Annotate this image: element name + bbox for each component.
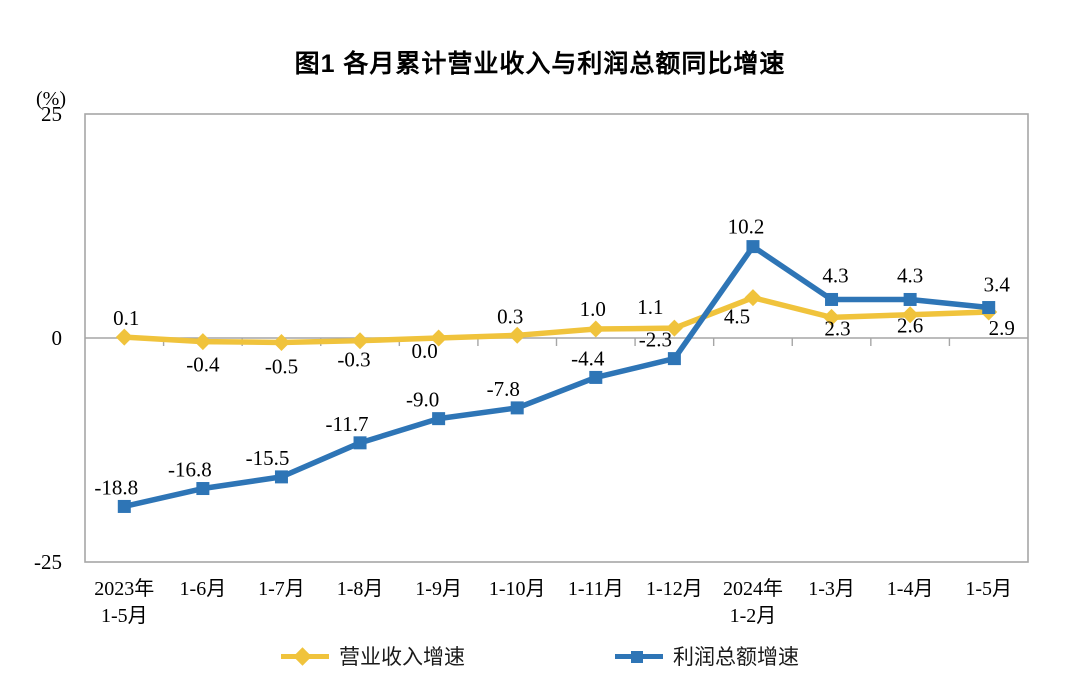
y-axis-tick-label: 0: [52, 326, 63, 350]
data-label: -11.7: [326, 412, 369, 436]
chart-title: 图1 各月累计营业收入与利润总额同比增速: [294, 50, 786, 78]
data-label: -4.4: [571, 346, 605, 370]
data-label: 1.1: [637, 295, 663, 319]
x-axis-tick-label: 1-9月: [415, 578, 462, 600]
data-label: 3.4: [984, 273, 1011, 297]
x-axis-tick-label: 1-7月: [258, 578, 305, 600]
data-point-marker: [665, 319, 683, 337]
data-point-marker: [982, 301, 996, 315]
data-point-marker: [430, 329, 448, 347]
data-label: -0.5: [265, 354, 298, 378]
data-label: -9.0: [406, 388, 439, 412]
data-point-marker: [825, 292, 839, 306]
data-point-marker: [353, 436, 367, 450]
y-axis-unit-label: (%): [36, 88, 66, 110]
data-label: -0.4: [186, 353, 220, 377]
profit-series-swatch: [615, 648, 663, 665]
data-label: 2.3: [824, 316, 850, 340]
data-label: -16.8: [168, 458, 212, 482]
legend-label-profit: 利润总额增速: [673, 645, 799, 669]
x-axis-tick-label: 1-2月: [730, 605, 777, 627]
series-line-1: [121, 243, 992, 510]
data-label: -15.5: [246, 446, 290, 470]
x-axis-tick-label: 2023年: [94, 577, 154, 600]
data-label: 0.1: [113, 306, 139, 330]
diamond-marker-icon: [293, 646, 312, 666]
x-axis-tick-label: 2024年: [723, 577, 783, 600]
data-point-marker: [901, 306, 919, 324]
data-point-marker: [351, 332, 369, 350]
square-marker-icon: [631, 650, 643, 663]
x-axis-tick-label: 1-8月: [337, 578, 384, 600]
legend: 营业收入增速 利润总额增速: [0, 641, 1080, 671]
data-label: 10.2: [728, 215, 765, 239]
x-axis-tick-label: 1-5月: [965, 578, 1012, 600]
data-label: 4.5: [724, 305, 750, 329]
data-label: 1.0: [580, 297, 606, 321]
data-point-marker: [117, 499, 131, 513]
series-line-0: [121, 294, 992, 346]
data-point-marker: [272, 333, 290, 351]
data-point-marker: [589, 370, 603, 384]
x-axis-tick-label: 1-5月: [101, 605, 148, 627]
data-point-marker: [194, 333, 212, 351]
data-point-marker: [823, 308, 841, 326]
data-point-marker: [274, 470, 288, 484]
data-point-marker: [508, 326, 526, 344]
data-label: -0.3: [337, 348, 370, 372]
data-point-marker: [196, 482, 210, 496]
data-label: 0.3: [497, 304, 523, 328]
data-label: 2.6: [897, 314, 923, 338]
legend-label-revenue: 营业收入增速: [339, 645, 465, 669]
data-label: -7.8: [487, 377, 520, 401]
data-point-marker: [587, 320, 605, 338]
data-point-marker: [746, 240, 760, 254]
legend-item-revenue: 营业收入增速: [281, 641, 465, 671]
legend-item-profit: 利润总额增速: [615, 641, 799, 671]
x-axis-tick-label: 1-3月: [808, 578, 855, 600]
y-axis-tick-label: 25: [41, 102, 62, 126]
data-label: 4.3: [897, 263, 923, 287]
data-label: -18.8: [94, 475, 138, 499]
data-point-marker: [432, 412, 446, 426]
y-axis-tick-label: -25: [34, 550, 62, 574]
data-label: 2.9: [989, 316, 1015, 340]
revenue-series-swatch: [281, 646, 329, 666]
data-label: 0.0: [412, 339, 438, 363]
x-axis-tick-label: 1-4月: [887, 578, 934, 600]
data-point-marker: [510, 401, 524, 415]
x-axis-tick-label: 1-11月: [568, 578, 624, 600]
x-axis-tick-label: 1-6月: [180, 578, 227, 600]
data-point-marker: [667, 352, 681, 366]
x-axis-tick-label: 1-12月: [646, 578, 703, 600]
data-label: -2.3: [639, 328, 672, 352]
data-point-marker: [744, 289, 762, 307]
data-point-marker: [115, 328, 133, 346]
data-point-marker: [903, 292, 917, 306]
x-axis-tick-label: 1-10月: [489, 578, 546, 600]
data-label: 4.3: [822, 263, 848, 287]
